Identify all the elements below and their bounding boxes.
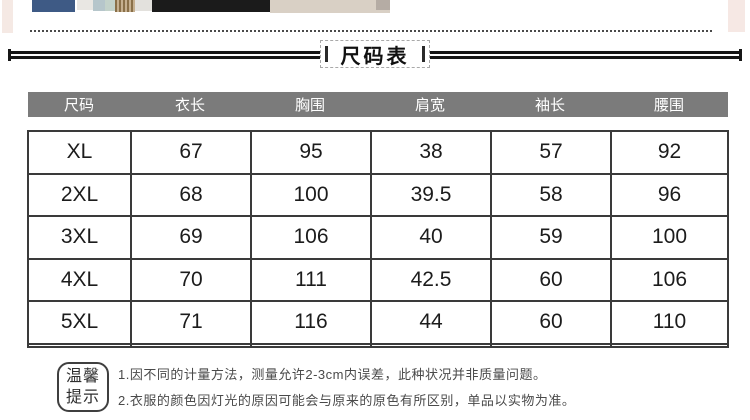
table-cell-empty	[27, 342, 132, 349]
table-cell: 95	[250, 130, 372, 175]
table-cell-empty	[130, 342, 252, 349]
table-row: XL 67 95 38 57 92	[27, 130, 729, 175]
table-cell: 71	[130, 300, 252, 345]
column-header-bust: 胸围	[294, 97, 325, 114]
table-cell: 39.5	[370, 172, 492, 218]
table-row: 2XL 68 100 39.5 58 96	[27, 172, 729, 218]
table-cell: 92	[610, 130, 729, 175]
table-cell: 38	[370, 130, 492, 175]
strip-swatch-graytab	[376, 0, 390, 10]
table-cell: 57	[490, 130, 612, 175]
tip-text-1: 1.因不同的计量方法，测量允许2-3cm内误差，此种状况并非质量问题。	[118, 367, 547, 382]
strip-swatch-lightgray	[77, 0, 93, 10]
table-cell: 110	[610, 300, 729, 345]
table-cell: 60	[490, 257, 612, 303]
table-header-row: 尺码 衣长 胸围 肩宽 袖长 腰围	[28, 92, 728, 117]
strip-swatch-lightblue	[93, 0, 105, 11]
warm-tips-badge: 温馨 提示	[57, 362, 109, 412]
column-header-shoulder: 肩宽	[414, 97, 445, 114]
warm-tips-badge-line1: 温馨	[65, 368, 100, 385]
table-row: 3XL 69 106 40 59 100	[27, 215, 729, 260]
title-box-cap-right	[422, 46, 425, 62]
size-table: XL 67 95 38 57 92 2XL 68 100 39.5 58 96 …	[27, 130, 729, 349]
table-cell: 59	[490, 215, 612, 260]
table-row: 5XL 71 116 44 60 110	[27, 300, 729, 345]
table-cell-empty	[490, 342, 612, 349]
cell-size: 4XL	[27, 257, 132, 303]
table-cell: 96	[610, 172, 729, 218]
strip-swatch-navy	[32, 0, 75, 12]
table-cell: 67	[130, 130, 252, 175]
table-row-empty	[27, 342, 729, 349]
title-box-cap-left	[325, 46, 328, 62]
cell-size: 5XL	[27, 300, 132, 345]
table-cell-empty	[250, 342, 372, 349]
table-row: 4XL 70 111 42.5 60 106	[27, 257, 729, 303]
table-cell: 40	[370, 215, 492, 260]
table-cell: 106	[610, 257, 729, 303]
cell-size: 3XL	[27, 215, 132, 260]
rule-endcap-left	[8, 49, 11, 61]
strip-swatch-pink-right	[728, 0, 745, 32]
strip-swatch-beige	[270, 0, 390, 13]
table-cell: 116	[250, 300, 372, 345]
warm-tips-badge-line2: 提示	[65, 389, 100, 406]
dotted-divider	[30, 30, 712, 32]
table-cell: 100	[610, 215, 729, 260]
table-cell: 106	[250, 215, 372, 260]
table-cell: 60	[490, 300, 612, 345]
column-header-waist: 腰围	[653, 97, 684, 114]
column-header-length: 衣长	[174, 97, 205, 114]
cell-size: 2XL	[27, 172, 132, 218]
column-header-size: 尺码	[63, 97, 94, 114]
table-cell: 68	[130, 172, 252, 218]
table-cell: 70	[130, 257, 252, 303]
table-cell: 42.5	[370, 257, 492, 303]
table-cell-empty	[370, 342, 492, 349]
column-header-sleeve: 袖长	[534, 97, 565, 114]
page-title: 尺码表	[340, 45, 410, 68]
table-cell-empty	[610, 342, 729, 349]
table-cell: 69	[130, 215, 252, 260]
table-cell: 58	[490, 172, 612, 218]
cell-size: XL	[27, 130, 132, 175]
size-chart-title-box: 尺码表	[320, 40, 430, 68]
tip-text-2: 2.衣服的颜色因灯光的原因可能会与原来的原色有所区别，单品以实物为准。	[118, 393, 576, 408]
strip-swatch-tan-stripes	[115, 0, 135, 12]
strip-swatch-teal	[105, 0, 115, 11]
table-cell: 100	[250, 172, 372, 218]
strip-swatch-pink-left	[2, 0, 13, 33]
table-cell: 44	[370, 300, 492, 345]
table-cell: 111	[250, 257, 372, 303]
strip-swatch-lightgray-2	[135, 0, 152, 11]
strip-swatch-black	[152, 0, 270, 12]
rule-endcap-right	[739, 49, 742, 61]
